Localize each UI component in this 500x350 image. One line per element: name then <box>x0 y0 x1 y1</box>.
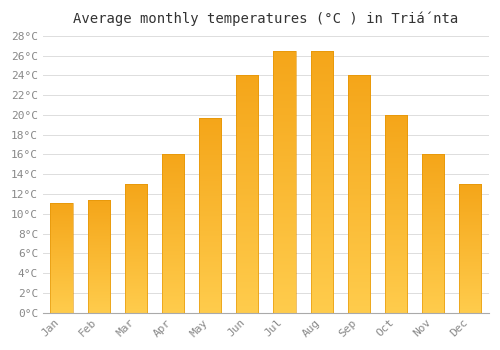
Bar <box>124 184 147 313</box>
Bar <box>199 118 222 313</box>
Bar <box>385 115 407 313</box>
Title: Average monthly temperatures (°C ) in Triá́nta: Average monthly temperatures (°C ) in Tr… <box>74 11 458 26</box>
Bar <box>459 184 481 313</box>
Bar <box>236 75 258 313</box>
Bar <box>50 203 72 313</box>
Bar <box>348 75 370 313</box>
Bar <box>274 51 295 313</box>
Bar <box>162 154 184 313</box>
Bar <box>422 154 444 313</box>
Bar <box>88 200 110 313</box>
Bar <box>310 51 333 313</box>
